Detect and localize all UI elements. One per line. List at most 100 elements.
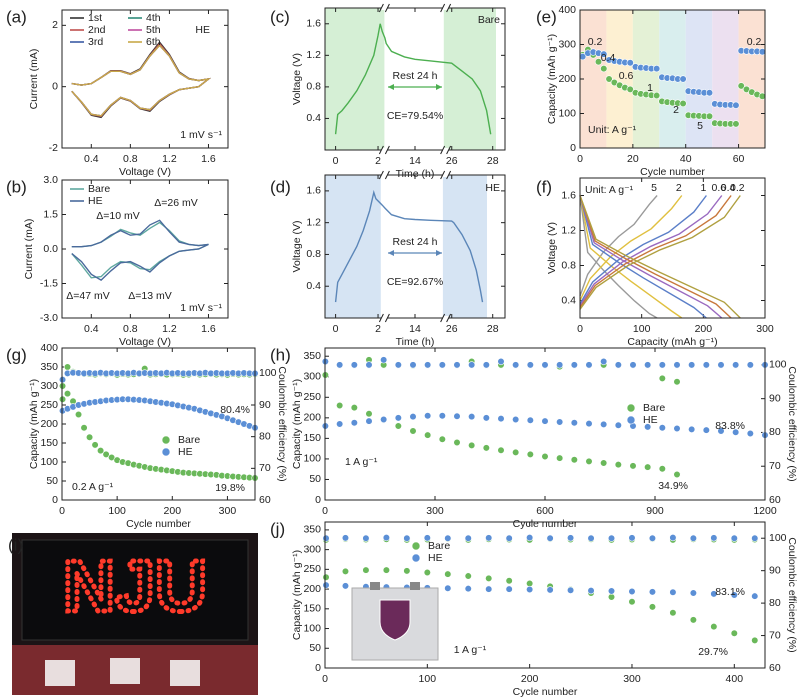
data-point [600,420,608,429]
data-point [505,585,513,593]
data-point [468,441,476,449]
x-tick-label: 28 [487,155,499,167]
legend-swatch [411,541,421,551]
y2-axis-label: Coulombic efficiency (%) [786,366,798,481]
annotation: 5 [697,120,703,132]
data-point [453,412,461,420]
shaded-region [325,175,381,318]
data-point [444,570,452,578]
data-point [653,91,661,100]
y-tick-label: 350 [303,350,321,362]
legend-label: HE [643,414,658,426]
y2-tick-label: 60 [769,494,781,506]
plot-frame [61,9,229,149]
data-point [737,82,745,90]
data-point [702,426,710,434]
y-tick-label: 200 [40,418,58,430]
y-tick-label: 100 [303,453,321,465]
data-point [409,413,417,421]
x-tick-label: 200 [164,505,182,517]
x-tick-label: 300 [426,505,444,517]
annotation: 0.2 [588,36,603,48]
y-tick-label: -3.0 [40,312,58,324]
data-point [758,92,766,100]
data-point [689,589,697,597]
plot-frame [324,7,506,151]
y-axis-label: Capacity (mAh g⁻¹) [546,34,558,124]
x-tick-label: 900 [646,505,664,517]
x-tick-label: 0.8 [123,323,138,335]
annotation: CE=92.67% [387,276,443,288]
data-point [746,361,754,369]
inset-tab [410,582,420,590]
axis-break-gap [442,6,449,10]
arrow-head [388,84,442,90]
axis-break [440,313,446,323]
x-axis-label: Cycle number [513,686,578,698]
annotation: Δ=13 mV [128,290,172,302]
x-tick-label: 1200 [753,505,777,517]
panel-label: (f) [536,177,552,196]
y-tick-label: 200 [558,73,576,85]
data-point [600,65,608,73]
x-tick-label: 400 [726,673,744,685]
data-point [688,361,696,369]
data-point [438,435,446,443]
y2-tick-label: 80 [769,426,781,438]
y-axis-label: Current (mA) [23,219,35,280]
panel-label: (g) [6,345,27,364]
series-line [71,44,212,117]
y-tick-label: 1.2 [306,49,321,61]
panel-label: (c) [270,7,290,26]
data-point [626,59,634,67]
data-point [403,567,411,575]
y-tick-label: 100 [303,622,321,634]
data-point [758,48,766,56]
y-tick-label: 1.6 [306,185,321,197]
data-point [341,567,350,575]
annotation: Δ=47 mV [66,290,110,302]
pouch-cell [110,658,140,684]
data-point [710,534,718,542]
data-point [336,420,344,428]
annotation: 1 A g⁻¹ [454,644,487,656]
data-point [468,413,476,421]
data-point [512,448,520,456]
y-tick-label: 2 [52,19,58,31]
data-point [336,361,344,369]
data-point [322,534,330,542]
y-tick-label: 3.0 [43,174,58,186]
y2-tick-label: 90 [769,564,781,576]
data-point [730,591,738,599]
axis-break-gap [381,148,388,152]
annotation: 83.8% [715,420,745,432]
series-line [579,195,732,319]
inset-emblem [379,599,411,641]
data-point [341,582,350,590]
y-tick-label: 200 [303,583,321,595]
series-line [334,189,484,303]
y-axis-label: Current (mA) [28,49,40,110]
x-tick-label: 1.6 [201,323,216,335]
annotation: 80.4% [220,404,250,416]
y-tick-label: -1.5 [40,277,58,289]
legend-swatch [161,435,171,445]
x-tick-label: 0.8 [123,153,138,165]
rate-label: 5 [651,182,657,194]
x-axis-label: Cycle number [640,166,705,178]
data-point [336,401,344,410]
y-tick-label: 0 [52,80,58,92]
x-axis-label: Cycle number [513,518,578,530]
data-point [438,412,446,420]
y-tick-label: 0.8 [306,81,321,93]
data-point [732,428,740,436]
x-tick-label: 0.4 [84,323,99,335]
y-axis-label: Capacity (mAh g⁻¹) [28,379,40,469]
data-point [689,616,697,624]
panel-label: (b) [6,177,27,196]
rate-band [685,10,713,148]
annotation: 1 mV s⁻¹ [180,129,222,141]
data-point [541,361,549,369]
data-point [658,361,666,369]
legend-label: 6th [146,36,161,48]
